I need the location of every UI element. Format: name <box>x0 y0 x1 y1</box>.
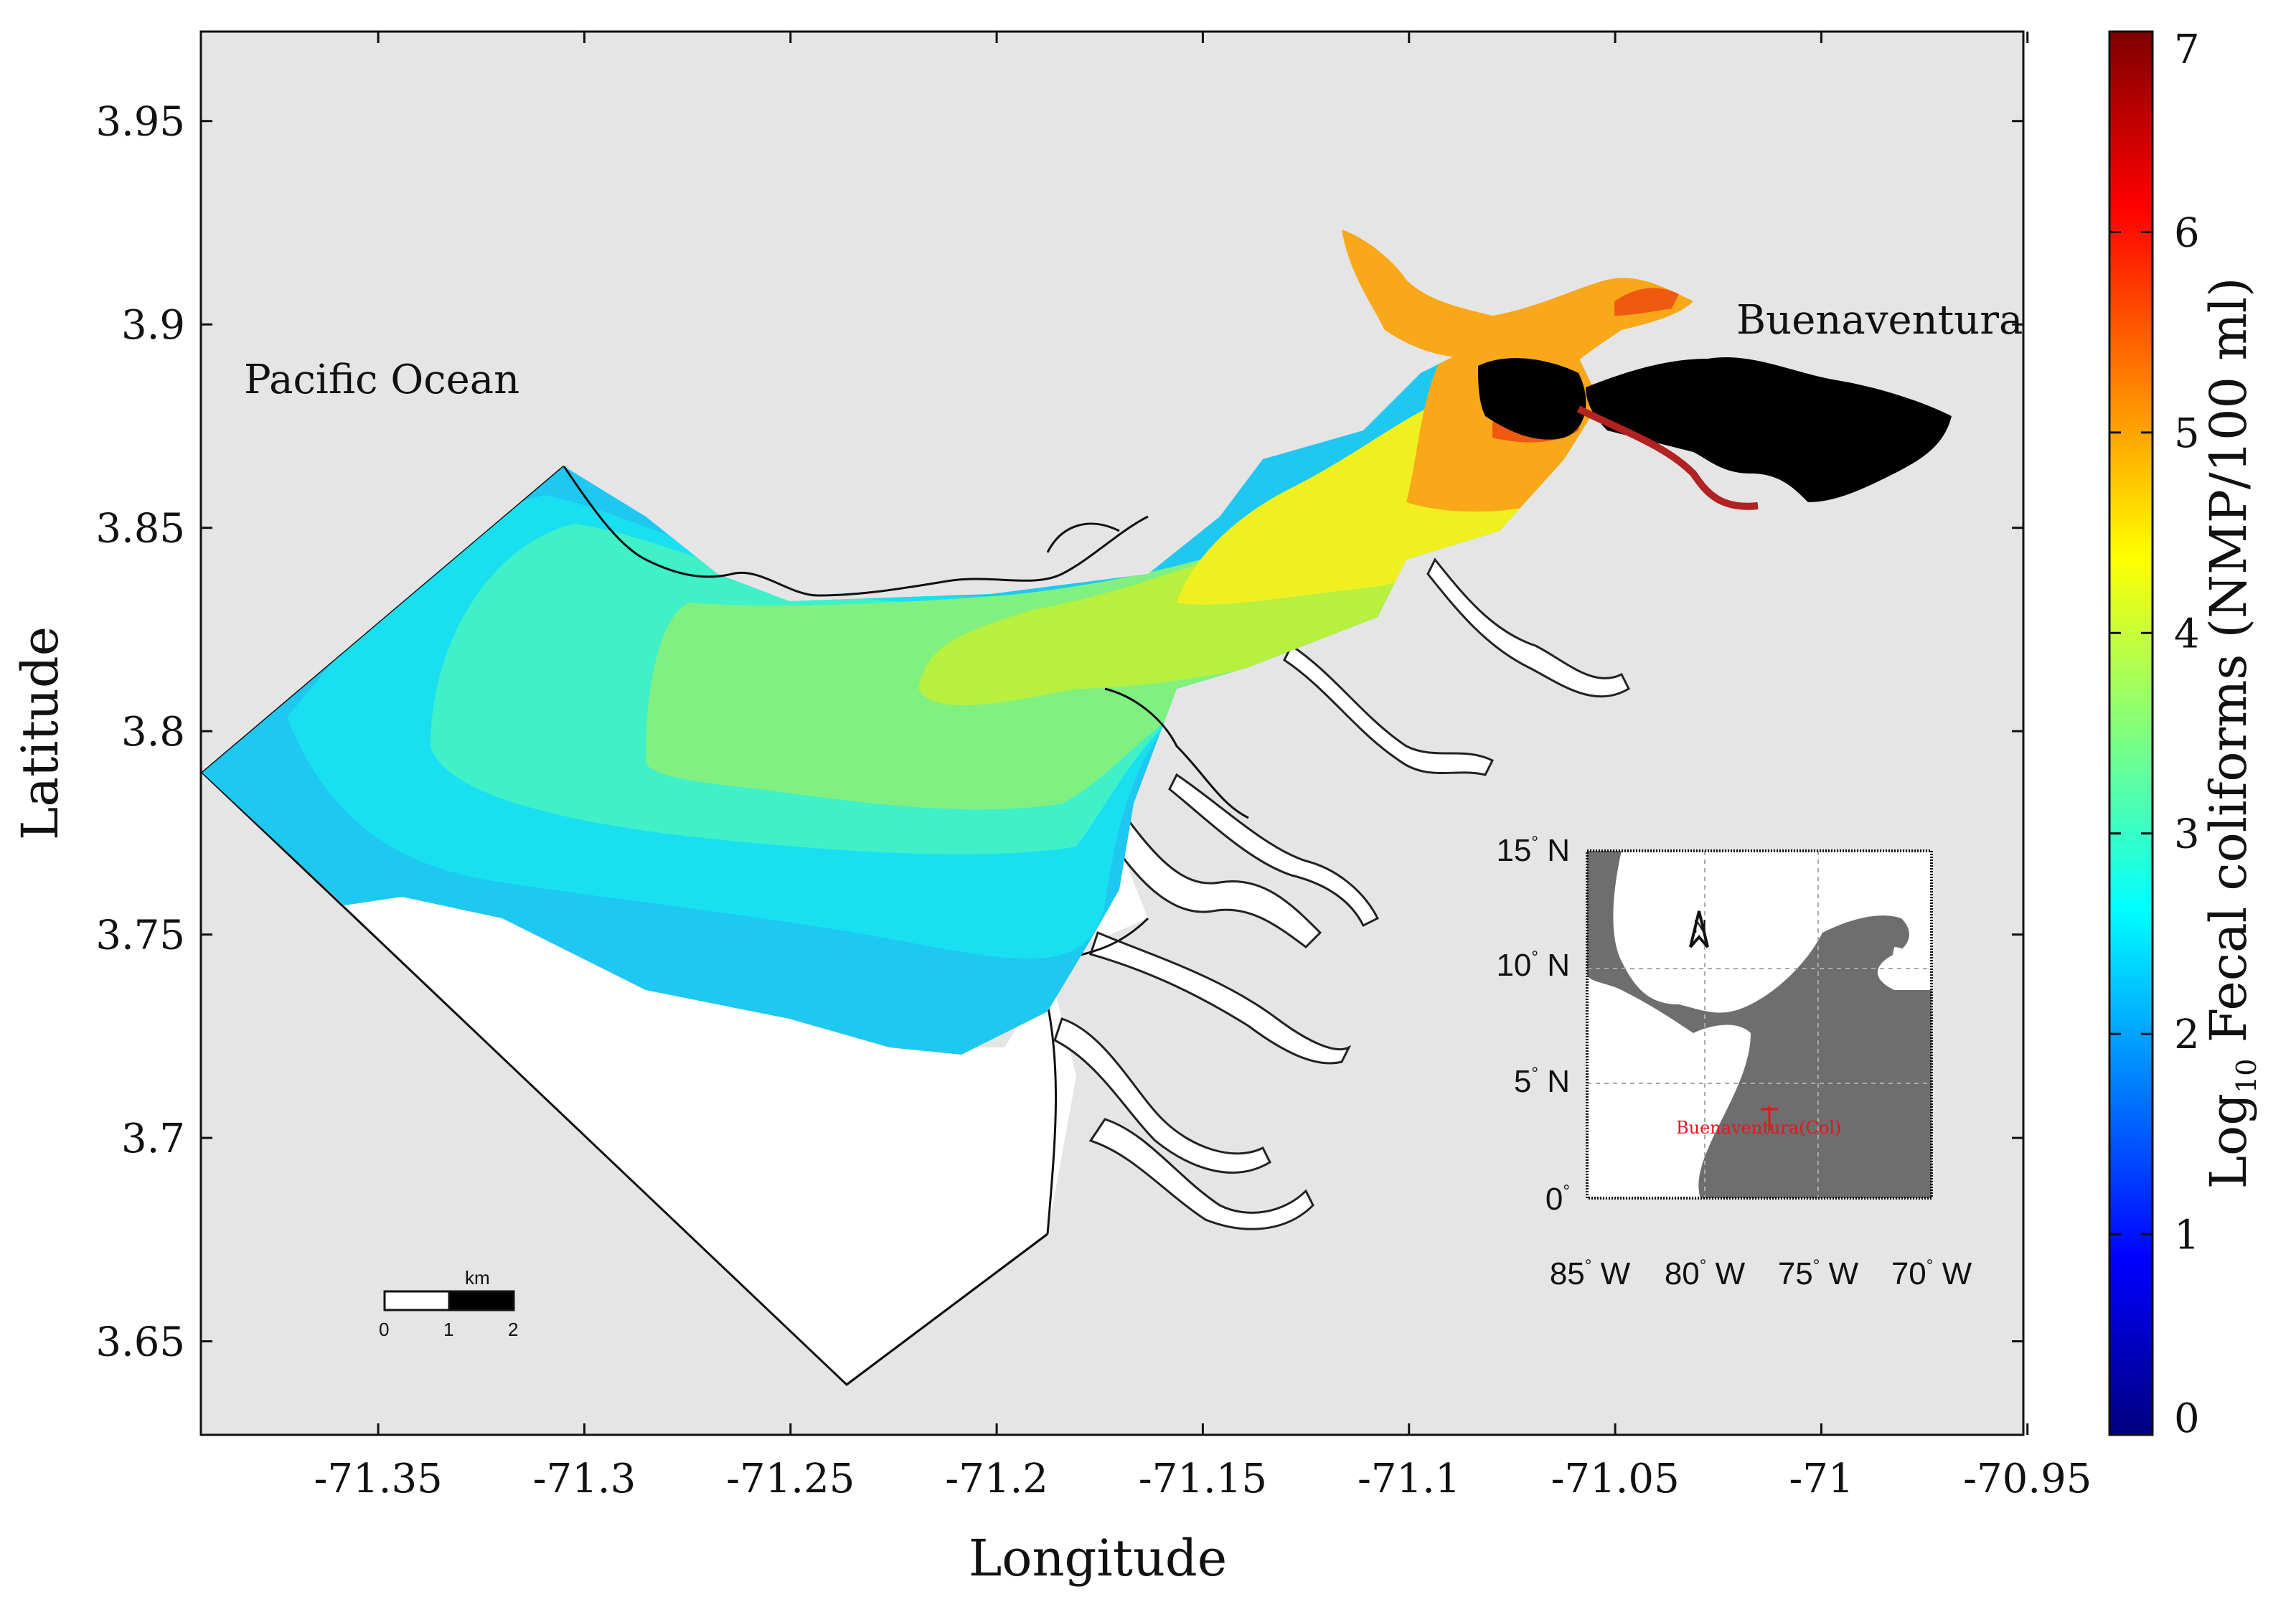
colorbar-ticks: 0 1 2 3 4 5 6 7 <box>2109 27 2200 1442</box>
inset-x-tick-label: 80° W <box>1665 1256 1746 1291</box>
canal <box>1576 405 1759 510</box>
scale-bar-tick-1: 1 <box>443 1319 453 1340</box>
x-axis-title: Longitude <box>969 1529 1227 1588</box>
location-inset: N Buenaventura(Col) 15° N 10° N 5° N 0° 85°… <box>1496 833 1972 1291</box>
inset-x-tick-label: 70° W <box>1891 1256 1972 1291</box>
y-tick-label: 3.65 <box>95 1319 185 1366</box>
bay-arm-red <box>1614 288 1679 316</box>
buenaventura-urban <box>1478 357 1952 502</box>
x-tick-label: -71 <box>1789 1456 1853 1502</box>
x-tick-label: -71.25 <box>726 1456 855 1502</box>
bay-arms <box>1342 230 1693 373</box>
x-tick-label: -70.95 <box>1963 1456 2092 1502</box>
inset-y-tick-label: 0° <box>1545 1182 1570 1217</box>
x-tick-label: -71.2 <box>945 1456 1048 1502</box>
estuary-channels <box>1053 557 1630 1230</box>
city-label: Buenaventura <box>1736 297 2023 344</box>
y-axis-title: Latitude <box>11 626 70 840</box>
scale-bar-tick-2: 2 <box>508 1319 518 1340</box>
coastline <box>563 466 1249 819</box>
inset-land <box>1587 851 1932 1198</box>
map-frame <box>199 30 2025 1436</box>
north-arrow-label: N <box>1693 915 1707 937</box>
inset-y-tick-label: 15° N <box>1496 833 1570 868</box>
x-tick-label: -71.15 <box>1139 1456 1267 1502</box>
x-axis-ticks: -71.35 -71.3 -71.25 -71.2 -71.15 -71.1 -71.05 -… <box>314 32 2092 1502</box>
inset-lake <box>1891 947 1911 979</box>
inset-x-tick-label: 75° W <box>1778 1256 1859 1291</box>
x-tick-label: -71.3 <box>533 1456 636 1502</box>
outside-domain-water <box>202 689 1177 1385</box>
x-tick-label: -71.35 <box>314 1456 442 1502</box>
colorbar-tick-label: 2 <box>2174 1012 2200 1058</box>
north-arrow-icon: N <box>1689 910 1709 948</box>
scale-bar: km 0 1 2 <box>379 1267 518 1340</box>
colorbar: 0 1 2 3 4 5 6 7 Log10 Fecal coliforms (NMP/100 … <box>2108 27 2262 1442</box>
inset-y-ticks: 15° N 10° N 5° N 0° <box>1496 833 1570 1217</box>
inset-x-tick-label: 85° W <box>1550 1256 1631 1291</box>
inset-frame <box>1586 849 1933 1200</box>
colorbar-tick-label: 6 <box>2174 209 2200 256</box>
y-tick-label: 3.8 <box>121 709 185 755</box>
colorbar-title-rest: Fecal coliforms (NMP/100 ml) <box>2199 278 2258 1059</box>
inset-y-tick-label: 10° N <box>1496 948 1570 983</box>
x-tick-label: -71.05 <box>1551 1456 1679 1502</box>
colorbar-tick-label: 1 <box>2174 1212 2200 1259</box>
x-tick-label: -71.1 <box>1358 1456 1461 1502</box>
inset-y-tick-label: 5° N <box>1514 1064 1570 1099</box>
y-tick-label: 3.75 <box>95 913 185 959</box>
colorbar-gradient <box>2108 30 2154 1436</box>
y-tick-label: 3.95 <box>95 99 185 146</box>
colorbar-title-sub: 10 <box>2231 1059 2262 1093</box>
colorbar-tick-label: 0 <box>2174 1395 2200 1442</box>
y-axis-ticks: 3.95 3.9 3.85 3.8 3.75 3.7 3.65 <box>95 99 2023 1366</box>
colorbar-title: Log10 Fecal coliforms (NMP/100 ml) <box>2199 278 2262 1189</box>
y-tick-label: 3.85 <box>95 506 185 552</box>
ocean-label: Pacific Ocean <box>244 357 519 403</box>
colorbar-title-prefix: Log <box>2199 1093 2258 1189</box>
inset-x-ticks: 85° W 80° W 75° W 70° W <box>1550 1256 1972 1291</box>
y-tick-label: 3.7 <box>121 1116 185 1162</box>
inset-city-marker: Buenaventura(Col) <box>1676 1106 1841 1138</box>
colorbar-tick-label: 4 <box>2174 611 2200 657</box>
map-area: Pacific Ocean Buenaventura km 0 1 2 <box>201 32 2023 1435</box>
y-tick-label: 3.9 <box>121 302 185 349</box>
colorbar-tick-label: 3 <box>2174 811 2200 858</box>
inset-city-label: Buenaventura(Col) <box>1676 1118 1841 1138</box>
scale-bar-tick-0: 0 <box>379 1319 389 1340</box>
scale-bar-unit: km <box>465 1267 490 1289</box>
colorbar-tick-label: 7 <box>2174 27 2200 73</box>
colorbar-tick-label: 5 <box>2174 410 2200 457</box>
